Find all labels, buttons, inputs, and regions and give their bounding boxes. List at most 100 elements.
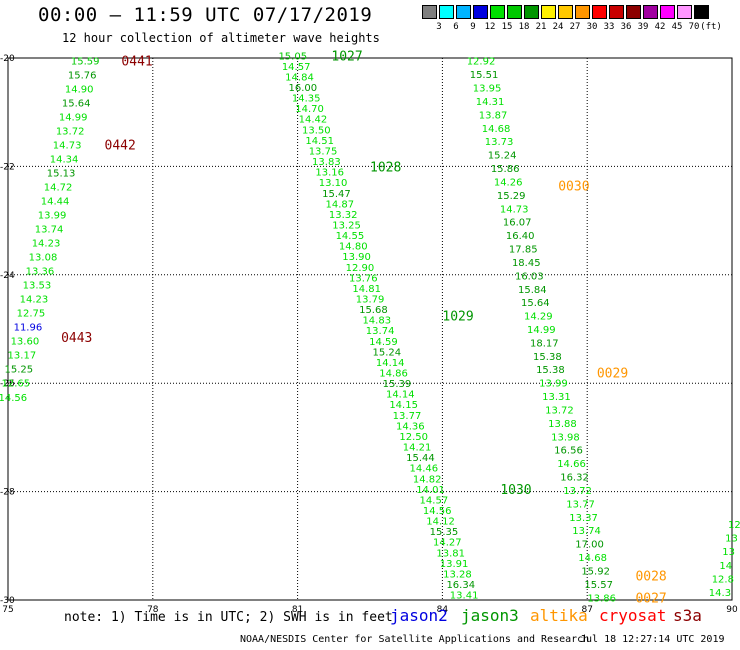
wave-height-point: 16.07: [503, 218, 532, 229]
wave-height-point: 13.36: [26, 267, 55, 278]
wave-height-point: 13.72: [56, 127, 85, 138]
wave-height-point: 15.38: [536, 365, 565, 376]
time-label: 0442: [105, 139, 136, 154]
scale-swatch: [694, 5, 709, 19]
scale-swatch: [592, 5, 607, 19]
x-tick-label: 75: [2, 605, 13, 615]
wave-height-point: 14.15: [389, 400, 418, 411]
wave-height-point: 14.14: [386, 390, 415, 401]
wave-height-point: 13.37: [569, 513, 598, 524]
wave-height-point: 14.68: [578, 553, 607, 564]
time-label: 0441: [121, 55, 152, 70]
wave-height-point: 14.27: [433, 538, 462, 549]
note-text: note: 1) Time is in UTC; 2) SWH is in fe…: [64, 610, 393, 625]
wave-height-point: 15.44: [406, 453, 435, 464]
wave-height-point: 13.74: [572, 526, 601, 537]
wave-height-point: 14.44: [41, 197, 70, 208]
wave-height-point: 12.75: [17, 309, 46, 320]
time-labels: 0441 0442 0443 1027 1028 1029 1030 0030 0029 0028…: [61, 49, 667, 606]
wave-height-point: 14.86: [379, 369, 408, 380]
time-label: 0030: [558, 179, 589, 194]
wave-height-point: 14.51: [305, 136, 334, 147]
wave-height-point: 13.25: [332, 220, 361, 231]
wave-height-point: 13.41: [450, 591, 479, 602]
wave-height-point: 14.99: [527, 325, 556, 336]
wave-height-point: 14.29: [524, 312, 553, 323]
scale-label: 39: [637, 22, 649, 32]
legend-cryosat: cryosat: [599, 606, 667, 625]
scale-swatch: [626, 5, 641, 19]
x-tick-label: 84: [437, 605, 449, 615]
wave-height-point: 13.72: [563, 486, 592, 497]
wave-height-point: 14.12: [426, 517, 455, 528]
wave-height-point: 15.05: [278, 51, 307, 62]
wave-height-point: 15.13: [47, 169, 76, 180]
wave-height-point: 14.68: [482, 124, 511, 135]
scale-label: 70: [688, 22, 700, 32]
legend-jason2: jason2: [390, 606, 448, 625]
wave-height-point: 15.25: [5, 365, 34, 376]
wave-height-point: 14.57: [420, 495, 449, 506]
x-tick-label: 81: [292, 605, 303, 615]
wave-height-point: 14.57: [282, 62, 311, 73]
wave-height-point: 15.64: [521, 298, 550, 309]
scale-label: 45: [671, 22, 683, 32]
wave-height-point: 15.84: [518, 285, 547, 296]
wave-height-point: 15.86: [491, 164, 520, 175]
wave-height-point: 13: [722, 547, 735, 558]
wave-height-point: 12: [728, 520, 740, 531]
time-label: 1027: [331, 49, 362, 64]
scale-swatch: [524, 5, 539, 19]
time-label: 0443: [61, 331, 92, 346]
wave-height-point: 13.90: [342, 252, 371, 263]
wave-height-point: 12.90: [346, 263, 375, 274]
wave-height-point: 14.72: [44, 183, 73, 194]
scale-swatch: [643, 5, 658, 19]
wave-height-point: 13.74: [35, 225, 64, 236]
y-tick-label: -26: [0, 379, 15, 389]
wave-height-point: 14.42: [299, 115, 328, 126]
grid-lines: [8, 58, 732, 600]
wave-height-point: 13.77: [566, 499, 595, 510]
wave-height-point: 14.36: [396, 421, 425, 432]
wave-height-point: 15.59: [71, 57, 100, 68]
scale-label: (ft): [700, 22, 722, 32]
wave-height-point: 13.86: [587, 593, 616, 604]
wave-height-point: 13.87: [479, 110, 508, 121]
wave-height-point: 14.23: [32, 239, 61, 250]
wave-height-point: 13.79: [356, 294, 385, 305]
wave-height-point: 14.99: [59, 113, 88, 124]
wave-height-point: 13.50: [302, 125, 331, 136]
wave-height-point: 13.76: [349, 273, 378, 284]
wave-height-point: 13.17: [8, 351, 37, 362]
wave-height-point: 13.53: [23, 281, 52, 292]
wave-height-point: 13.75: [309, 146, 338, 157]
scale-swatch: [541, 5, 556, 19]
data-points: 15.59 15.76 14.90 15.64 14.99 13.72 14.73 14.34…: [0, 51, 740, 604]
wave-height-point: 15.35: [430, 527, 459, 538]
wave-height-point: 11.96: [14, 323, 43, 334]
wave-height-point: 15.64: [62, 99, 91, 110]
x-tick-label: 87: [581, 605, 592, 615]
wave-height-point: 16.00: [289, 83, 318, 94]
scale-label: 9: [470, 22, 476, 32]
scale-label: 6: [453, 22, 459, 32]
scale-swatch: [507, 5, 522, 19]
wave-height-point: 14.46: [409, 464, 438, 475]
wave-height-point: 18.17: [530, 338, 559, 349]
scale-label: 33: [603, 22, 615, 32]
wave-height-point: 13.72: [545, 405, 574, 416]
y-tick-label: -22: [0, 162, 15, 172]
wave-height-point: 15.39: [383, 379, 412, 390]
axis-ticks: 75 78 81 84 87 90 -30 -28 -26 -24 -22 -20: [0, 54, 738, 615]
time-label: 1028: [370, 160, 401, 175]
scale-swatch: [422, 5, 437, 19]
scale-label: 36: [620, 22, 632, 32]
wave-height-point: 13.98: [551, 432, 580, 443]
wave-height-point: 14.82: [413, 474, 442, 485]
wave-height-point: 16.32: [560, 473, 589, 484]
wave-height-point: 13.16: [315, 168, 344, 179]
legend-jason3: jason3: [461, 606, 519, 625]
scale-swatch: [677, 5, 692, 19]
